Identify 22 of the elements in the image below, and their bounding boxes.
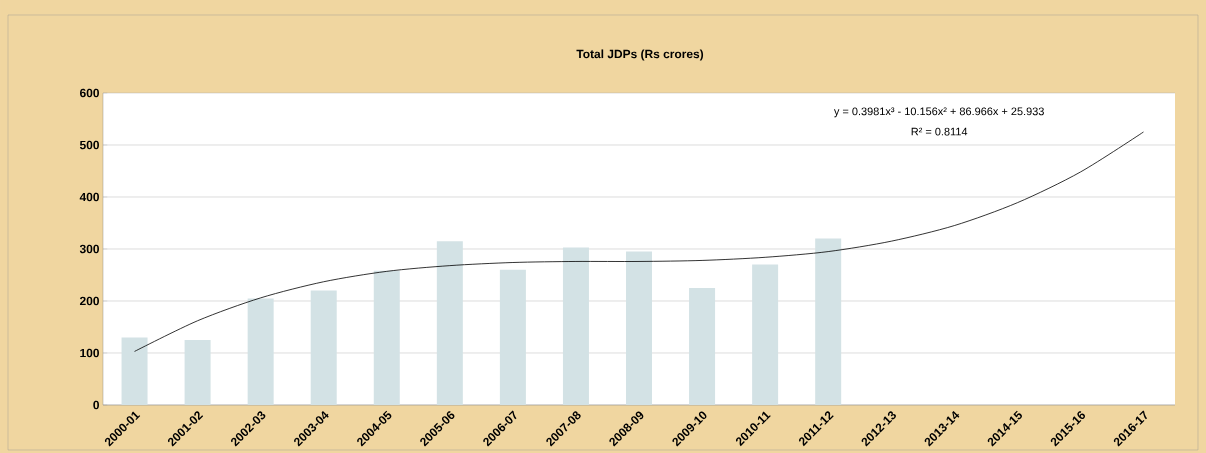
bar [436, 241, 463, 405]
y-tick-label: 100 [80, 348, 99, 358]
bar [499, 269, 526, 405]
bar [626, 251, 653, 405]
bar [752, 264, 779, 405]
bar [247, 298, 274, 405]
bar [562, 247, 589, 405]
annotation: y = 0.3981x³ - 10.156x² + 86.966x + 25.933 [833, 107, 1044, 118]
bar [373, 270, 400, 405]
y-tick-label: 500 [79, 140, 99, 150]
bar [184, 339, 211, 405]
y-tick-label: 600 [79, 88, 99, 98]
bar [689, 287, 716, 405]
y-tick-label: 400 [79, 192, 99, 202]
bar [310, 290, 337, 405]
bar [121, 337, 148, 405]
annotation: R² = 0.8114 [911, 127, 968, 136]
y-tick-label: 0 [93, 400, 99, 410]
chart-title: Total JDPs (Rs crores) [576, 49, 704, 61]
bar [815, 238, 842, 405]
y-tick-label: 300 [79, 244, 99, 254]
y-tick-label: 200 [79, 296, 99, 306]
